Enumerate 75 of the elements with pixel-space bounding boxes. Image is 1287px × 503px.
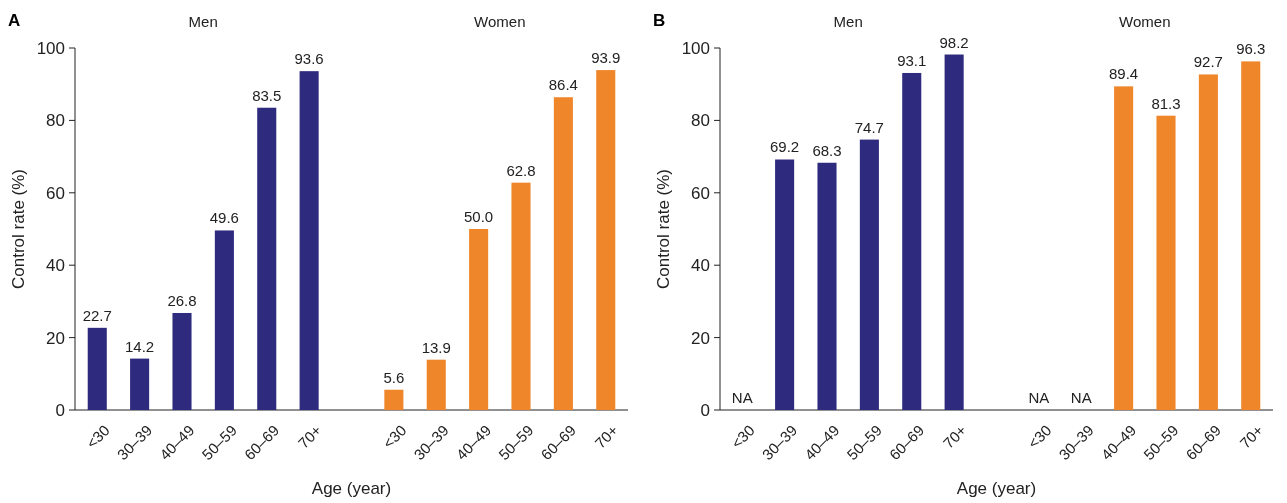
data-label: 86.4 <box>548 76 578 94</box>
data-label: 62.8 <box>506 161 536 179</box>
y-axis-title: Control rate (%) <box>9 169 28 289</box>
data-label: 93.1 <box>897 51 927 69</box>
data-label: 49.6 <box>209 209 239 227</box>
text: NA <box>1070 389 1092 406</box>
y-tick-label: 100 <box>36 38 65 58</box>
data-label: 96.3 <box>1236 40 1266 58</box>
x-tick-label: <30 <box>727 421 758 452</box>
bar <box>426 359 446 410</box>
bar <box>1114 86 1134 410</box>
y-tick-label: 40 <box>691 256 710 276</box>
bar <box>511 182 531 410</box>
data-label: 92.7 <box>1193 53 1223 71</box>
x-tick-label: <30 <box>1024 421 1055 452</box>
bar <box>87 327 107 410</box>
bar <box>859 139 879 410</box>
x-axis-title: Age (year) <box>311 479 392 498</box>
y-tick-label: 60 <box>691 183 710 203</box>
data-label: 69.2 <box>770 138 800 156</box>
data-label: 98.2 <box>939 33 969 51</box>
bar <box>469 229 489 410</box>
bar <box>299 71 319 410</box>
data-label: 26.8 <box>167 291 197 309</box>
y-tick-label: 40 <box>46 256 65 276</box>
data-label: 50.0 <box>464 208 494 225</box>
y-tick-label: 20 <box>46 328 65 348</box>
text: Men <box>833 13 863 30</box>
bar <box>1156 115 1176 410</box>
x-axis-title: Age (year) <box>956 479 1037 498</box>
bar <box>257 107 277 410</box>
text: Women <box>1119 13 1171 30</box>
x-tick-label: 70+ <box>939 421 970 452</box>
x-tick-label: 70+ <box>294 421 325 452</box>
data-label: 93.6 <box>294 50 324 68</box>
bar <box>1198 74 1218 410</box>
bar <box>596 70 616 410</box>
bar <box>902 72 922 410</box>
bar <box>553 97 573 410</box>
y-tick-label: 0 <box>55 400 65 420</box>
x-tick-label: 70+ <box>1236 421 1267 452</box>
text: NA <box>1028 389 1050 406</box>
bar <box>172 312 192 410</box>
data-label: 74.7 <box>854 118 884 136</box>
x-tick-label: <30 <box>379 421 410 452</box>
data-label: 14.2 <box>125 337 155 355</box>
y-tick-label: 20 <box>691 328 710 348</box>
bar <box>775 159 795 410</box>
y-axis-title: Control rate (%) <box>654 169 673 289</box>
data-label: 89.4 <box>1109 65 1139 83</box>
bar <box>214 230 234 410</box>
chart-title: B <box>653 11 666 30</box>
text: NA <box>731 389 753 406</box>
text: Women <box>474 13 526 30</box>
y-tick-label: 80 <box>46 111 65 131</box>
data-label: 81.3 <box>1151 94 1181 112</box>
data-label: 22.7 <box>82 306 112 324</box>
text: Men <box>188 13 218 30</box>
bar <box>944 54 964 410</box>
bar <box>817 162 837 410</box>
data-label: 83.5 <box>252 86 282 104</box>
x-tick-label: <30 <box>82 421 113 452</box>
bar <box>1241 61 1261 410</box>
chart-title: A <box>8 11 21 30</box>
data-label: 68.3 <box>812 141 842 159</box>
y-tick-label: 0 <box>700 400 710 420</box>
y-tick-label: 100 <box>681 38 710 58</box>
data-label: 5.6 <box>383 368 405 386</box>
bar <box>130 358 150 410</box>
data-label: 93.9 <box>591 49 621 67</box>
data-label: 13.9 <box>421 338 451 356</box>
bar <box>384 389 404 410</box>
y-tick-label: 80 <box>691 111 710 131</box>
y-tick-label: 60 <box>46 183 65 203</box>
x-tick-label: 70+ <box>591 421 622 452</box>
